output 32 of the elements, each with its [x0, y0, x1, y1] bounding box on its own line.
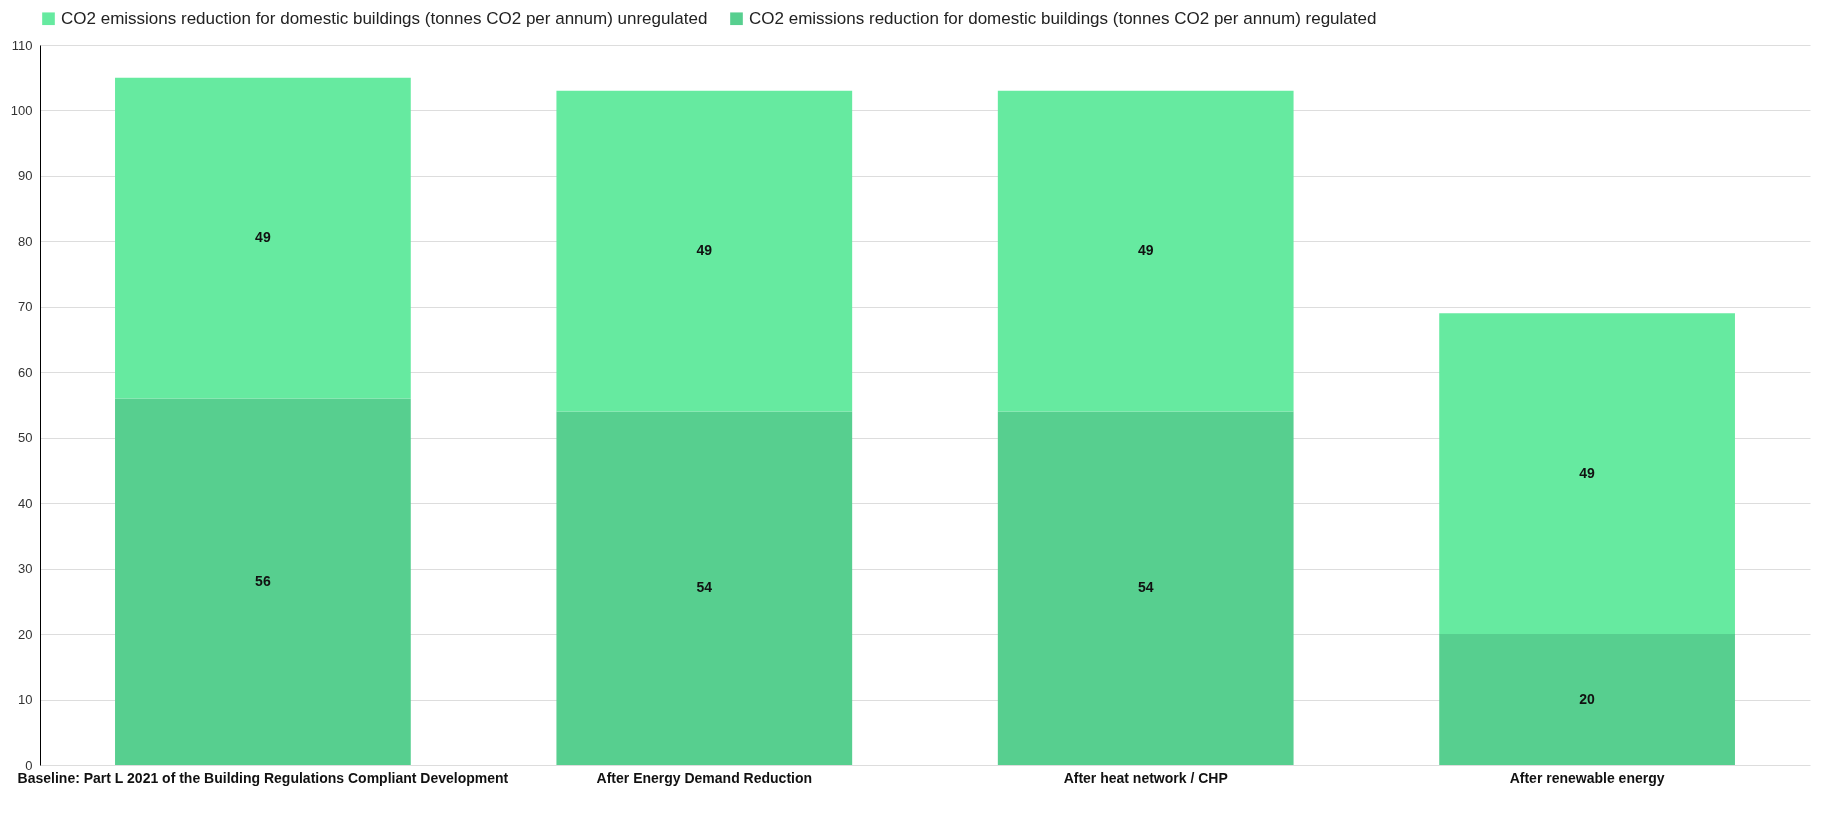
data-label: 20: [1579, 690, 1596, 707]
bar: [115, 398, 411, 765]
data-label: 49: [1137, 242, 1154, 259]
data-label: 49: [255, 229, 271, 246]
y-tick-label: 110: [11, 37, 33, 53]
data-label: 49: [696, 242, 713, 259]
y-tick-label: 40: [18, 495, 33, 511]
bar: [556, 411, 853, 765]
x-tick-label: After heat network / CHP: [1063, 769, 1228, 786]
y-tick-label: 60: [18, 364, 33, 380]
y-tick-label: 50: [18, 430, 33, 446]
y-tick-label: 70: [18, 299, 33, 315]
y-tick-label: 100: [10, 102, 33, 118]
bar: [1439, 634, 1735, 765]
y-tick-label: 90: [18, 168, 33, 184]
bar: [997, 90, 1294, 412]
bar: [997, 411, 1294, 765]
data-label: 49: [1579, 464, 1596, 481]
y-tick-label: 10: [18, 692, 33, 708]
bar: [1439, 313, 1735, 635]
bar: [115, 77, 411, 399]
y-tick-label: 80: [18, 233, 33, 249]
x-tick-label: After renewable energy: [1509, 769, 1665, 786]
x-tick-label: After Energy Demand Reduction: [596, 769, 813, 786]
data-label: 54: [1137, 579, 1154, 596]
legend-label: CO2 emissions reduction for domestic buildings (tonnes CO2 per annum) regulated: [749, 8, 1377, 28]
y-tick-label: 30: [18, 561, 33, 577]
bar: [556, 90, 853, 412]
data-label: 56: [255, 572, 271, 589]
legend-label: CO2 emissions reduction for domestic buildings (tonnes CO2 per annum) unregulated: [61, 8, 708, 28]
y-tick-label: 20: [18, 626, 33, 642]
data-label: 54: [696, 579, 713, 596]
